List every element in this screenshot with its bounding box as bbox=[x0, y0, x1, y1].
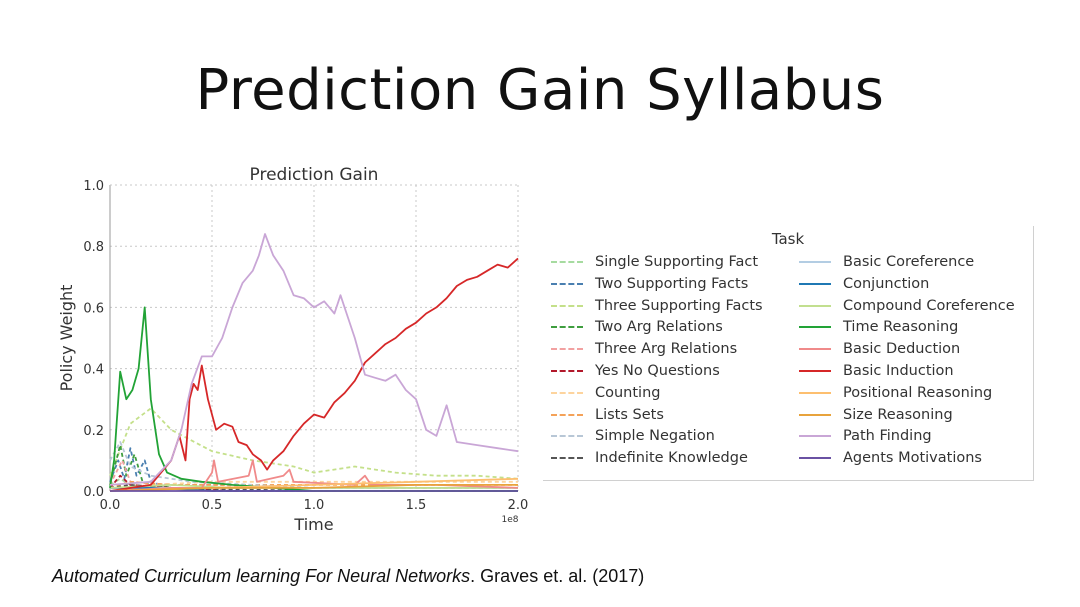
series-line-basic-induction bbox=[109, 257, 519, 492]
legend-item: Lists Sets bbox=[551, 405, 664, 425]
legend-label: Basic Coreference bbox=[843, 254, 975, 270]
legend-swatch bbox=[799, 326, 831, 329]
legend-item: Two Supporting Facts bbox=[551, 274, 748, 294]
x-tick-label: 1.5 bbox=[406, 498, 427, 513]
legend-swatch bbox=[799, 370, 831, 372]
series-line-two-supporting-facts bbox=[109, 447, 518, 492]
legend-label: Yes No Questions bbox=[595, 363, 720, 379]
legend-swatch bbox=[551, 348, 583, 351]
legend-label: Conjunction bbox=[843, 275, 930, 292]
legend-swatch bbox=[799, 391, 831, 394]
legend-swatch bbox=[551, 435, 583, 438]
series-line-three-supporting-facts bbox=[109, 407, 519, 480]
legend-swatch bbox=[799, 348, 831, 351]
legend-swatch bbox=[799, 413, 831, 416]
legend-label: Agents Motivations bbox=[843, 450, 982, 467]
legend-label: Three Arg Relations bbox=[595, 341, 738, 358]
legend-item: Yes No Questions bbox=[551, 361, 720, 381]
x-tick-label: 2.0 bbox=[508, 498, 529, 513]
chart-grid bbox=[110, 185, 518, 491]
legend-item: Counting bbox=[551, 383, 660, 403]
legend-swatch bbox=[799, 304, 831, 307]
chart-labels: 0.0 0.5 1.0 1.5 2.0 0.0 0.2 0.4 0.6 0.8 1.0 Predict… bbox=[57, 165, 528, 534]
legend-label: Basic Deduction bbox=[843, 341, 961, 358]
legend-item: Basic Deduction bbox=[799, 339, 960, 359]
y-tick-label: 0.2 bbox=[83, 424, 104, 439]
series-line-path-finding bbox=[109, 233, 519, 486]
legend-label: Positional Reasoning bbox=[843, 384, 993, 401]
series-line-size-reasoning bbox=[109, 484, 518, 492]
legend-item: Positional Reasoning bbox=[799, 383, 992, 403]
legend-item: Agents Motivations bbox=[799, 448, 982, 468]
legend-swatch bbox=[799, 282, 831, 285]
y-tick-label: 0.4 bbox=[83, 363, 104, 378]
legend-label: Three Supporting Facts bbox=[595, 297, 763, 314]
legend-swatch bbox=[551, 326, 583, 329]
legend-label: Lists Sets bbox=[595, 406, 664, 423]
legend-swatch bbox=[551, 413, 583, 416]
y-tick-label: 0.6 bbox=[83, 301, 104, 316]
legend-label: Path Finding bbox=[843, 428, 932, 445]
legend-item: Conjunction bbox=[799, 274, 929, 294]
legend-label: Two Supporting Facts bbox=[595, 275, 749, 292]
legend-swatch bbox=[551, 370, 583, 372]
legend-swatch bbox=[799, 261, 831, 263]
series-line-time-reasoning bbox=[109, 306, 518, 492]
citation-title: Automated Curriculum learning For Neural… bbox=[52, 566, 471, 586]
legend-swatch bbox=[551, 457, 583, 460]
citation: Automated Curriculum learning For Neural… bbox=[52, 566, 644, 587]
legend-item: Time Reasoning bbox=[799, 317, 958, 337]
x-tick-label: 1.0 bbox=[304, 498, 325, 513]
legend-swatch bbox=[551, 391, 583, 394]
chart-series bbox=[109, 233, 519, 492]
legend-label: Compound Coreference bbox=[843, 297, 1015, 314]
series-line-three-arg-relations bbox=[109, 459, 518, 489]
legend-swatch bbox=[551, 261, 583, 263]
legend-item: Three Arg Relations bbox=[551, 339, 737, 359]
legend-label: Single Supporting Fact bbox=[595, 254, 759, 270]
citation-authors: . Graves et. al. (2017) bbox=[470, 566, 645, 586]
legend-swatch bbox=[551, 304, 583, 307]
y-tick-label: 1.0 bbox=[83, 179, 104, 194]
legend-item: Three Supporting Facts bbox=[551, 296, 763, 316]
legend-item: Basic Coreference bbox=[799, 252, 974, 272]
x-tick-label: 0.5 bbox=[202, 498, 223, 513]
legend-item: Simple Negation bbox=[551, 426, 715, 446]
legend-label: Size Reasoning bbox=[843, 406, 953, 423]
series-line-basic-deduction bbox=[109, 459, 519, 492]
legend-item: Basic Induction bbox=[799, 361, 954, 381]
x-scale-label: 1e8 bbox=[502, 515, 519, 525]
y-tick-label: 0.0 bbox=[83, 485, 104, 500]
legend-label: Indefinite Knowledge bbox=[595, 450, 748, 467]
legend-item: Two Arg Relations bbox=[551, 317, 723, 337]
legend-item: Compound Coreference bbox=[799, 296, 1015, 316]
slide-title: Prediction Gain Syllabus bbox=[195, 58, 885, 123]
x-axis-label: Time bbox=[293, 515, 333, 534]
legend-item: Single Supporting Fact bbox=[551, 252, 758, 272]
chart-legend: Task Single Supporting Fact Two Supportin… bbox=[543, 226, 1034, 481]
legend-label: Two Arg Relations bbox=[595, 319, 723, 336]
y-tick-label: 0.8 bbox=[83, 240, 104, 255]
y-axis-label: Policy Weight bbox=[57, 285, 76, 392]
chart-title: Prediction Gain bbox=[250, 165, 379, 185]
legend-item: Path Finding bbox=[799, 426, 932, 446]
legend-swatch bbox=[799, 457, 831, 460]
legend-swatch bbox=[551, 282, 583, 285]
legend-label: Simple Negation bbox=[595, 428, 715, 445]
legend-item: Indefinite Knowledge bbox=[551, 448, 748, 468]
legend-label: Counting bbox=[595, 384, 661, 401]
legend-label: Time Reasoning bbox=[843, 319, 959, 336]
legend-swatch bbox=[799, 435, 831, 438]
legend-label: Basic Induction bbox=[843, 363, 954, 379]
x-tick-label: 0.0 bbox=[100, 498, 121, 513]
legend-item: Size Reasoning bbox=[799, 405, 953, 425]
legend-title: Task bbox=[771, 230, 805, 248]
